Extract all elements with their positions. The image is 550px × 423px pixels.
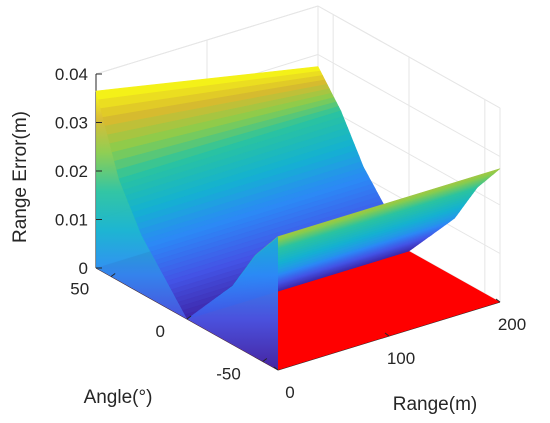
x-tick-mark bbox=[495, 298, 501, 303]
z-tick-label: 0.02 bbox=[55, 162, 88, 181]
y-tick-label: 50 bbox=[70, 280, 89, 299]
surface-front-face bbox=[96, 91, 278, 370]
z-axis-label: Range Error(m) bbox=[10, 111, 31, 243]
x-tick-labels: 0 100 200 bbox=[273, 298, 526, 402]
x-tick-label: 200 bbox=[498, 315, 526, 334]
y-tick-label: -50 bbox=[216, 365, 241, 384]
box-edge bbox=[317, 5, 501, 109]
z-tick-label: 0.04 bbox=[55, 65, 88, 84]
z-tick-labels: 0 0.01 0.02 0.03 0.04 bbox=[55, 65, 102, 278]
y-tick-labels: -50 0 50 bbox=[70, 273, 268, 384]
z-tick-label: 0.01 bbox=[55, 211, 88, 230]
z-tick-label: 0 bbox=[79, 259, 88, 278]
x-tick-label: 0 bbox=[285, 383, 294, 402]
x-tick-mark bbox=[273, 366, 279, 371]
x-axis-label: Range(m) bbox=[393, 394, 477, 415]
y-tick-mark bbox=[110, 273, 116, 277]
x-tick-label: 100 bbox=[387, 349, 415, 368]
z-tick-label: 0.03 bbox=[55, 114, 88, 133]
y-tick-mark bbox=[186, 315, 192, 320]
y-tick-mark bbox=[262, 358, 268, 362]
y-tick-label: 0 bbox=[156, 322, 165, 341]
box-edge bbox=[95, 5, 319, 75]
error-surface bbox=[95, 66, 501, 370]
y-axis-label: Angle(°) bbox=[84, 387, 153, 408]
x-tick-mark bbox=[384, 332, 390, 337]
